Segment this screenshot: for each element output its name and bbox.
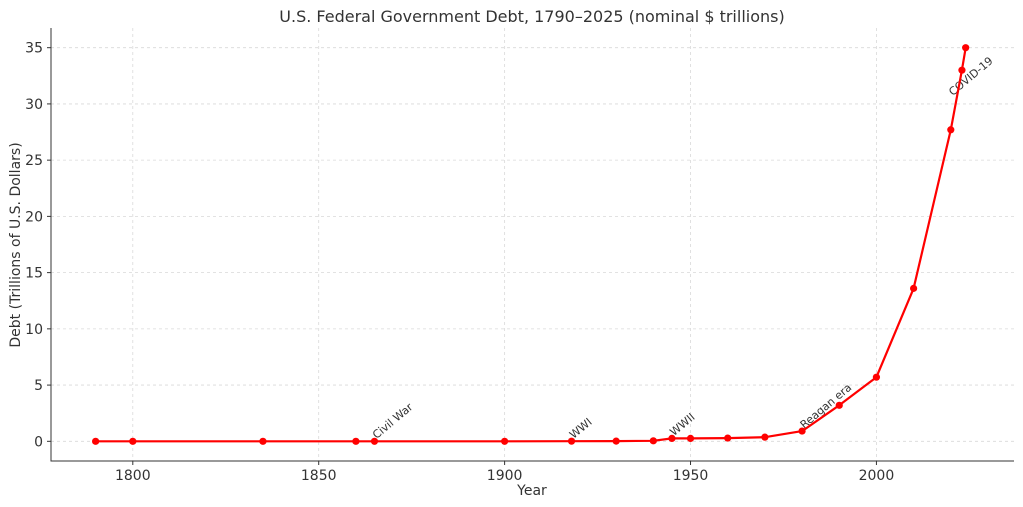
x-tick-label: 1950 xyxy=(673,468,709,484)
data-point xyxy=(962,44,970,52)
y-tick-label: 20 xyxy=(25,209,43,225)
data-point xyxy=(724,434,732,442)
data-point xyxy=(872,373,881,381)
annotations: Civil War WWI WWII Reagan era COVID-19 xyxy=(370,54,996,441)
data-point xyxy=(259,437,267,445)
y-tick-label: 35 xyxy=(25,41,43,57)
data-point xyxy=(567,437,576,445)
data-point xyxy=(501,437,509,445)
data-point xyxy=(668,434,676,442)
data-point xyxy=(686,434,695,442)
data-point xyxy=(798,427,806,435)
y-tick-label: 15 xyxy=(25,266,43,282)
y-tick-label: 0 xyxy=(34,434,43,450)
data-point xyxy=(649,437,657,445)
debt-series-line xyxy=(95,47,967,443)
data-point xyxy=(352,437,360,445)
y-tick-label: 25 xyxy=(25,153,43,169)
data-point xyxy=(947,126,955,134)
x-tick-label: 1850 xyxy=(301,468,337,484)
x-tick-label: 2000 xyxy=(859,468,895,484)
y-tick-label: 5 xyxy=(34,378,43,394)
x-axis-ticks: 1800 1850 1900 1950 2000 xyxy=(115,461,894,484)
data-point xyxy=(612,437,620,445)
annotation-label: COVID-19 xyxy=(946,54,995,98)
data-point xyxy=(958,66,966,74)
y-tick-label: 30 xyxy=(25,97,43,113)
annotation-label: WWI xyxy=(567,415,595,441)
data-point xyxy=(92,437,100,445)
annotation-label: WWII xyxy=(668,411,698,439)
data-point xyxy=(910,284,918,292)
data-point xyxy=(370,437,379,445)
y-axis-ticks: 0 5 10 15 20 25 30 35 xyxy=(25,41,51,450)
data-point xyxy=(835,401,843,409)
grid-lines xyxy=(51,28,1014,461)
chart-title: U.S. Federal Government Debt, 1790–2025 … xyxy=(279,7,784,26)
data-point xyxy=(129,437,137,445)
x-tick-label: 1900 xyxy=(487,468,523,484)
x-tick-label: 1800 xyxy=(115,468,151,484)
annotation-label: Civil War xyxy=(370,400,416,441)
data-points xyxy=(92,44,970,445)
annotation-label: Reagan era xyxy=(798,381,855,431)
y-tick-label: 10 xyxy=(25,322,43,338)
data-point xyxy=(761,433,769,441)
axes-spines xyxy=(50,28,1014,462)
y-axis-label: Debt (Trillions of U.S. Dollars) xyxy=(8,142,24,347)
x-axis-label: Year xyxy=(516,483,547,499)
